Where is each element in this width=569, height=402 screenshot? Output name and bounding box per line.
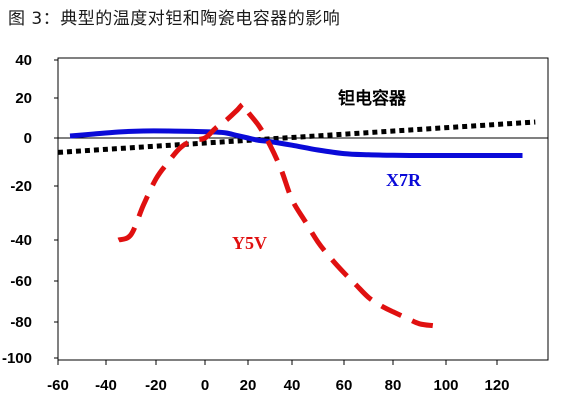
x-tick-label: 60	[336, 377, 353, 394]
x-tick-label: 20	[240, 377, 257, 394]
y-tick-label: 0	[24, 130, 32, 147]
y-tick-label: -80	[10, 314, 32, 331]
annotation-layer: 钽电容器 X7R Y5V	[232, 88, 422, 253]
y5v-series-line	[117, 101, 434, 329]
series-layer	[57, 101, 536, 329]
y-tick-label: -100	[2, 350, 32, 367]
chart-title: 图 3：典型的温度对钽和陶瓷电容器的影响	[8, 9, 341, 29]
tantalum-series-line	[57, 119, 536, 155]
x-tick-label: 0	[201, 377, 209, 394]
y-tick-label: -20	[10, 178, 32, 195]
x-tick-label: 100	[433, 377, 458, 394]
x-tick-label: 40	[284, 377, 301, 394]
tick-layer: -60 -40 -20 0 20 40 60 80 100 120 40 20 0 -20 -40 -60 -8…	[2, 52, 510, 394]
x-tick-label: -60	[47, 377, 69, 394]
y-tick-label: -60	[10, 273, 32, 290]
x7r-series-line	[69, 128, 523, 159]
x-tick-label: 80	[385, 377, 402, 394]
x-tick-label: -20	[145, 377, 167, 394]
y-tick-label: 20	[15, 90, 32, 107]
x-tick-label: -40	[95, 377, 117, 394]
y-tick-label: -40	[10, 232, 32, 249]
axes-group	[57, 57, 549, 361]
plot-frame	[57, 57, 549, 361]
tantalum-series-label: 钽电容器	[338, 88, 407, 109]
x-tick-label: 120	[484, 377, 509, 394]
x7r-series-label: X7R	[386, 170, 422, 190]
y5v-series-label: Y5V	[232, 233, 267, 253]
y-tick-label: 40	[15, 52, 32, 69]
